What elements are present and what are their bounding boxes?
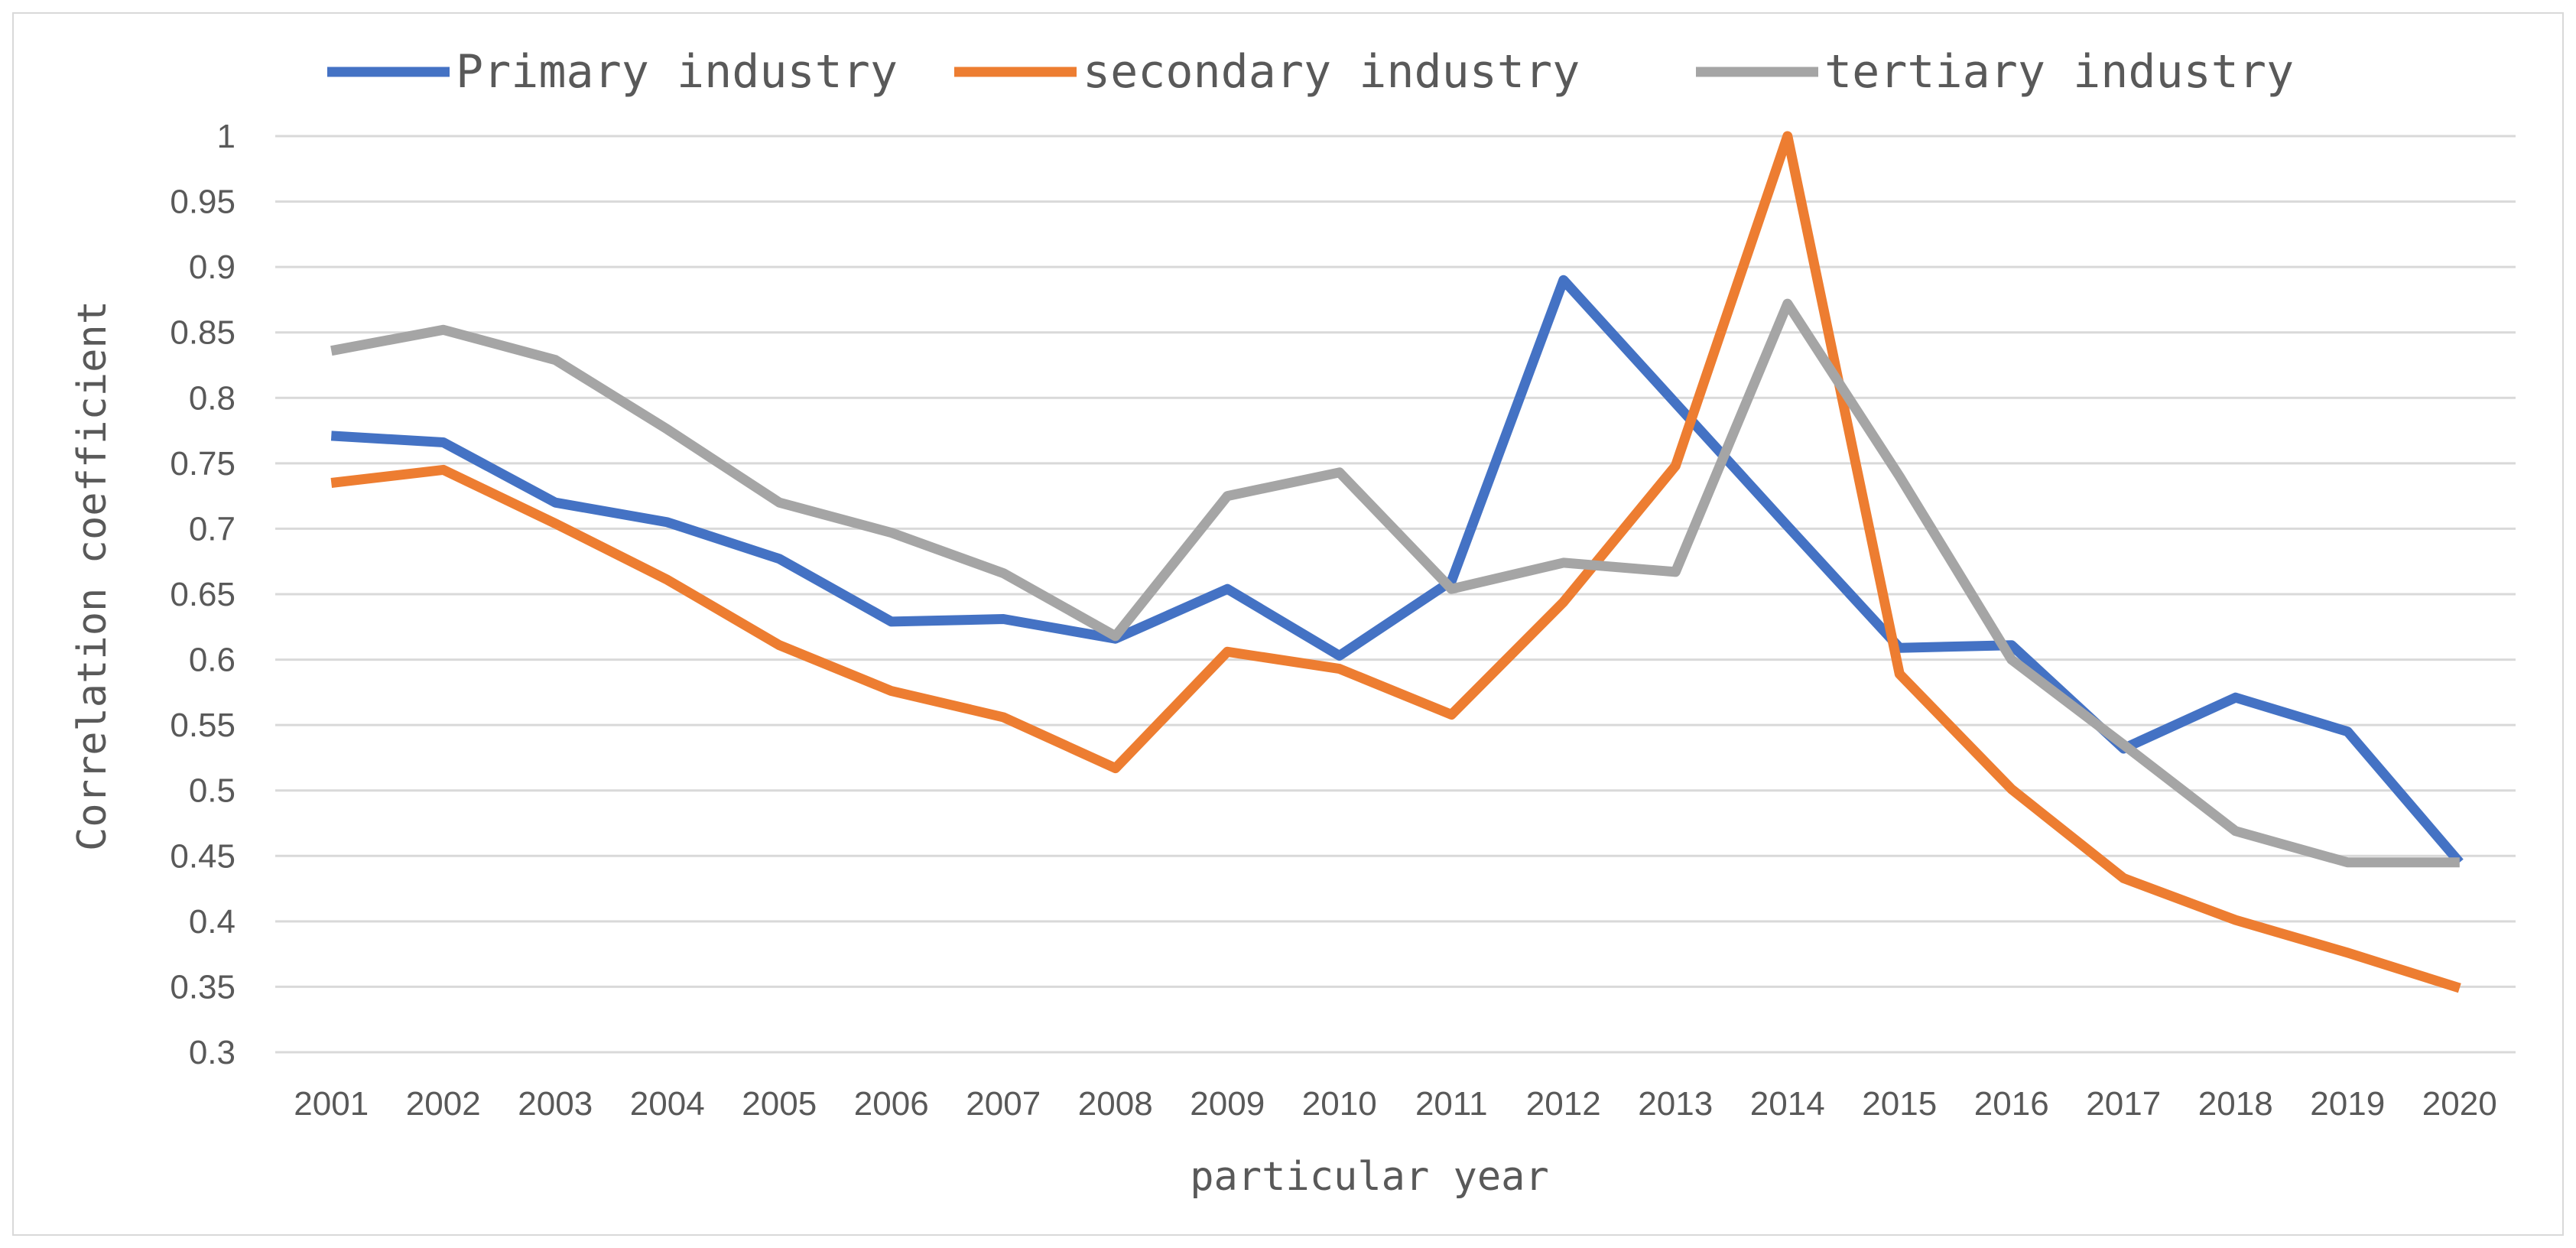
y-tick-label: 0.9 [189,249,236,286]
x-tick-label: 2004 [630,1085,705,1123]
y-tick-label: 0.3 [189,1034,236,1071]
series-line-secondary-industry [330,131,2461,993]
x-tick-label: 2007 [966,1085,1041,1123]
series-lines [330,131,2464,993]
y-tick-label: 0.35 [170,968,236,1006]
y-tick-label: 0.85 [170,314,236,352]
x-tick-label: 2006 [854,1085,929,1123]
y-axis-ticks: 0.3 0.35 0.4 0.45 0.5 0.55 0.6 0.65 0.7 0.75 0.8 0.… [170,118,236,1071]
line-chart: 0.3 0.35 0.4 0.45 0.5 0.55 0.6 0.65 0.7 0.75 0.8 0.… [70,45,2516,1200]
y-tick-label: 0.7 [189,510,236,548]
x-tick-label: 2003 [518,1085,593,1123]
gridlines [275,135,2516,1054]
x-tick-label: 2009 [1190,1085,1265,1123]
x-tick-label: 2013 [1638,1085,1713,1123]
x-tick-label: 2020 [2422,1085,2497,1123]
y-tick-label: 1 [217,118,236,155]
legend: Primary industry secondary industry tert… [327,45,2294,99]
legend-label-secondary-industry: secondary industry [1083,45,1580,99]
x-axis-title: particular year [1190,1154,1549,1200]
y-tick-label: 0.75 [170,445,236,483]
y-tick-label: 0.65 [170,576,236,613]
y-tick-label: 0.8 [189,379,236,417]
series-line-tertiary-industry [330,298,2460,868]
x-tick-label: 2002 [406,1085,481,1123]
x-tick-label: 2019 [2310,1085,2385,1123]
y-tick-label: 0.6 [189,642,236,679]
x-tick-label: 2012 [1526,1085,1601,1123]
x-tick-label: 2011 [1415,1085,1488,1123]
x-tick-label: 2010 [1302,1085,1377,1123]
y-tick-label: 0.95 [170,184,236,221]
legend-label-tertiary-industry: tertiary industry [1824,45,2294,99]
x-tick-label: 2001 [294,1085,369,1123]
x-tick-label: 2008 [1078,1085,1153,1123]
y-tick-label: 0.5 [189,772,236,810]
legend-label-primary-industry: Primary industry [456,45,898,99]
y-tick-label: 0.45 [170,837,236,875]
y-tick-label: 0.4 [189,903,236,941]
y-tick-label: 0.55 [170,707,236,744]
x-tick-label: 2017 [2086,1085,2161,1123]
x-tick-label: 2016 [1974,1085,2049,1123]
x-tick-label: 2018 [2198,1085,2273,1123]
chart-frame: 0.3 0.35 0.4 0.45 0.5 0.55 0.6 0.65 0.7 0.75 0.8 0.… [12,12,2564,1236]
x-tick-label: 2015 [1862,1085,1937,1123]
y-axis-title: Correlation coefficient [70,301,115,851]
x-axis-ticks: 2001 2002 2003 2004 2005 2006 2007 2008 2009 2010… [294,1085,2496,1123]
x-tick-label: 2005 [742,1085,817,1123]
x-tick-label: 2014 [1750,1085,1825,1123]
